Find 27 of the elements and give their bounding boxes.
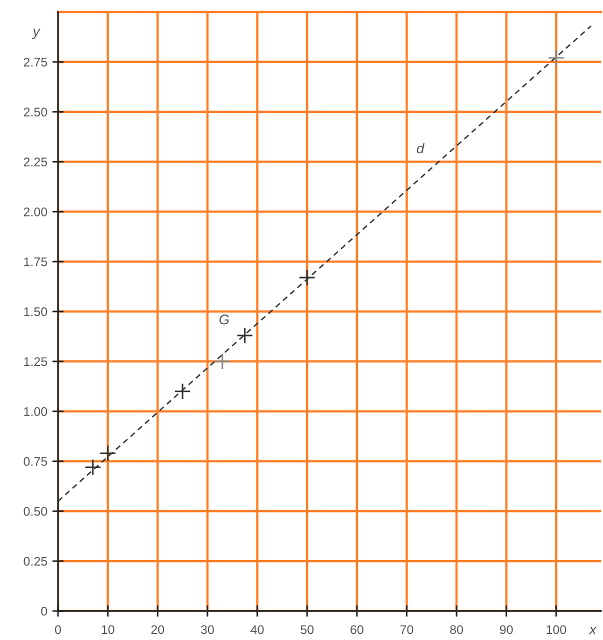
y-tick-label: 2.50 xyxy=(24,108,48,116)
x-tick-label: 40 xyxy=(250,625,264,634)
x-tick-label: 50 xyxy=(300,625,314,634)
x-tick-label: 60 xyxy=(350,625,364,634)
y-tick-label: 1.00 xyxy=(24,407,48,416)
y-axis-title: y xyxy=(32,28,40,39)
x-tick-label: 10 xyxy=(102,625,114,634)
y-tick-label: 1.50 xyxy=(24,307,48,316)
series-label: d xyxy=(416,143,425,154)
y-tick-label: 1.75 xyxy=(24,258,48,266)
y-tick-label: 0.50 xyxy=(24,506,48,516)
x-tick-label: 100 xyxy=(546,625,566,634)
y-tick-label: 0.75 xyxy=(24,457,48,466)
y-tick-label: 0.25 xyxy=(24,556,48,566)
x-tick-label: 90 xyxy=(500,625,513,634)
y-tick-label: 2.00 xyxy=(24,207,48,216)
x-tick-label: 20 xyxy=(151,625,164,634)
x-tick-label: 80 xyxy=(450,625,463,634)
y-tick-label: 1.25 xyxy=(24,357,48,366)
x-tick-label: 0 xyxy=(55,625,61,634)
y-tick-label: 2.75 xyxy=(24,58,48,67)
x-axis-title: x xyxy=(588,626,597,634)
series-label: G xyxy=(219,314,229,324)
y-tick-label: 2.25 xyxy=(24,158,48,166)
y-tick-label: 0 xyxy=(41,606,48,616)
x-tick-label: 30 xyxy=(200,625,214,634)
x-tick-label: 70 xyxy=(400,625,414,634)
